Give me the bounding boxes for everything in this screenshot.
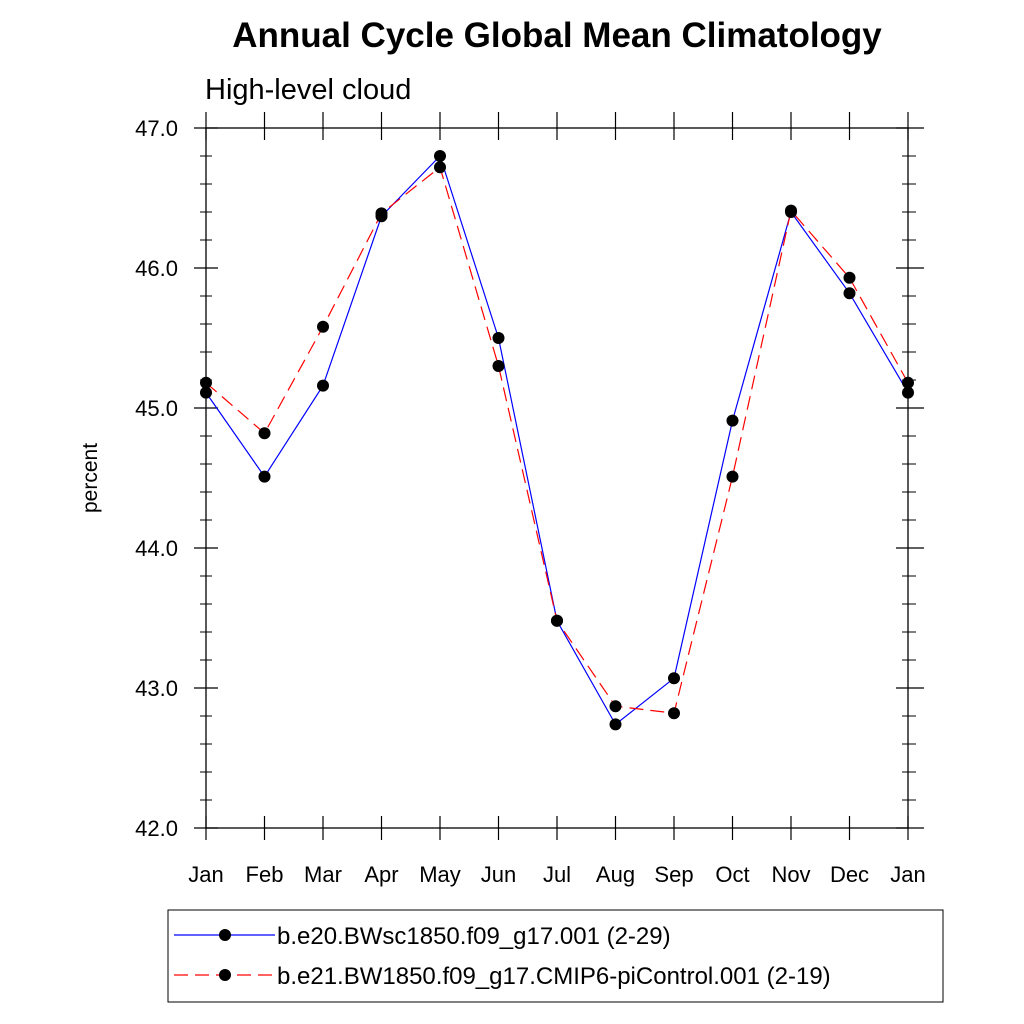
x-tick-label: Nov	[771, 862, 810, 887]
data-point-series-2	[902, 376, 914, 389]
data-point-series-2	[551, 614, 563, 627]
legend-marker-2	[219, 969, 231, 981]
x-tick-label: Jan	[890, 862, 925, 887]
data-point-series-1	[258, 470, 271, 483]
data-point-series-2	[668, 707, 680, 720]
data-point-series-1	[726, 414, 739, 427]
data-point-series-1	[902, 386, 914, 399]
x-tick-label: Sep	[654, 862, 693, 887]
data-point-series-2	[317, 320, 329, 333]
data-point-series-1	[492, 332, 505, 344]
x-tick-label: Jun	[481, 862, 516, 887]
y-axis-label: percent	[79, 443, 102, 513]
series-line-1	[205, 154, 909, 726]
legend-marker-1	[219, 929, 231, 941]
data-point-series-2	[785, 204, 797, 217]
data-point-series-1	[200, 386, 212, 399]
y-tick-label: 44.0	[135, 536, 178, 561]
series-lines	[205, 154, 909, 726]
x-tick-label: Dec	[830, 862, 869, 887]
chart-subtitle: High-level cloud	[205, 74, 411, 106]
x-tick-label: Jan	[188, 862, 223, 887]
y-axis: 42.0 43.0 44.0 45.0 46.0 47.0	[135, 116, 924, 841]
y-tick-label: 47.0	[135, 116, 178, 141]
y-tick-label: 46.0	[135, 256, 178, 281]
y-tick-label: 43.0	[135, 676, 178, 701]
legend-box	[167, 909, 944, 1003]
x-tick-label: Feb	[246, 862, 284, 887]
data-point-series-1	[843, 287, 856, 300]
data-point-series-2	[609, 700, 622, 713]
x-tick-label: Mar	[304, 862, 342, 887]
data-point-series-2	[843, 271, 856, 284]
series-points	[200, 150, 914, 731]
data-point-series-2	[434, 161, 446, 174]
data-point-series-1	[609, 718, 622, 731]
y-tick-label: 42.0	[135, 816, 178, 841]
data-point-series-2	[200, 376, 212, 389]
data-point-series-2	[726, 470, 739, 483]
x-tick-label: May	[419, 862, 461, 887]
x-tick-label: Jul	[543, 862, 571, 887]
data-point-series-2	[492, 360, 505, 372]
legend-label-2: b.e21.BW1850.f09_g17.CMIP6-piControl.001…	[277, 963, 831, 990]
chart-title: Annual Cycle Global Mean Climatology	[232, 16, 882, 55]
data-point-series-1	[434, 150, 446, 162]
x-axis: Jan Feb Mar Apr May Jun Jul Aug Sep Oct Nov Dec Jan	[188, 112, 926, 887]
plot-frame	[205, 127, 909, 829]
data-point-series-1	[317, 379, 329, 392]
x-tick-label: Oct	[715, 862, 749, 887]
legend-label-1: b.e20.BWsc1850.f09_g17.001 (2-29)	[277, 923, 671, 950]
x-tick-label: Apr	[364, 862, 398, 887]
data-point-series-2	[258, 427, 271, 440]
legend: b.e20.BWsc1850.f09_g17.001 (2-29) b.e21.B…	[167, 909, 944, 1003]
y-tick-label: 45.0	[135, 396, 178, 421]
series-line-2	[205, 166, 909, 714]
data-point-series-1	[668, 672, 680, 685]
x-tick-label: Aug	[596, 862, 635, 887]
data-point-series-2	[375, 207, 388, 220]
